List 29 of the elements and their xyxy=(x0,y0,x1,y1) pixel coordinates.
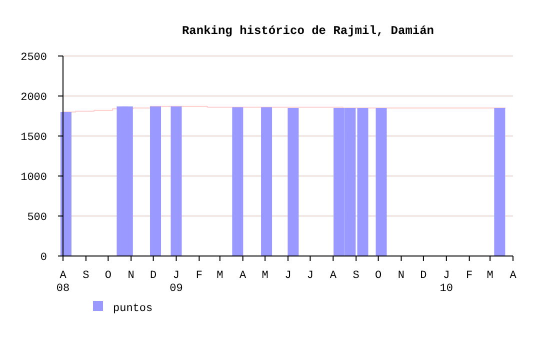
x-tick-label: J 10 xyxy=(440,270,453,295)
x-tick-label: D xyxy=(150,270,157,282)
x-tick-label: F xyxy=(196,270,202,282)
y-tick-label: 1500 xyxy=(20,132,47,144)
x-tick-label: A xyxy=(330,270,337,282)
chart-title: Ranking histórico de Rajmil, Damián xyxy=(182,24,434,38)
x-tick-label: S xyxy=(352,270,360,282)
x-tick-label: J 09 xyxy=(170,270,183,295)
legend-label: puntos xyxy=(113,303,153,315)
x-tick-label: N xyxy=(398,270,405,282)
x-tick-label: S xyxy=(82,270,90,282)
x-tick-label: N xyxy=(128,270,134,282)
x-tick-label: A 08 xyxy=(56,270,70,295)
y-tick-label: 2000 xyxy=(20,92,47,104)
x-tick-label: O xyxy=(374,270,382,282)
x-tick-label: O xyxy=(104,270,112,282)
x-tick-label: F xyxy=(466,270,473,282)
y-tick-label: 2500 xyxy=(20,52,47,64)
x-tick-label: D xyxy=(420,270,428,282)
x-tick-label: J xyxy=(284,270,292,282)
x-tick-label: M xyxy=(216,270,224,282)
x-tick-label: A xyxy=(240,270,247,282)
x-tick-label: M xyxy=(262,270,268,282)
x-tick-label: J xyxy=(306,270,314,282)
x-tick-label: M xyxy=(486,270,494,282)
y-tick-label: 0 xyxy=(40,252,47,264)
y-tick-label: 1000 xyxy=(20,172,47,184)
x-tick-label: A xyxy=(510,270,517,282)
y-tick-label: 500 xyxy=(27,212,47,224)
